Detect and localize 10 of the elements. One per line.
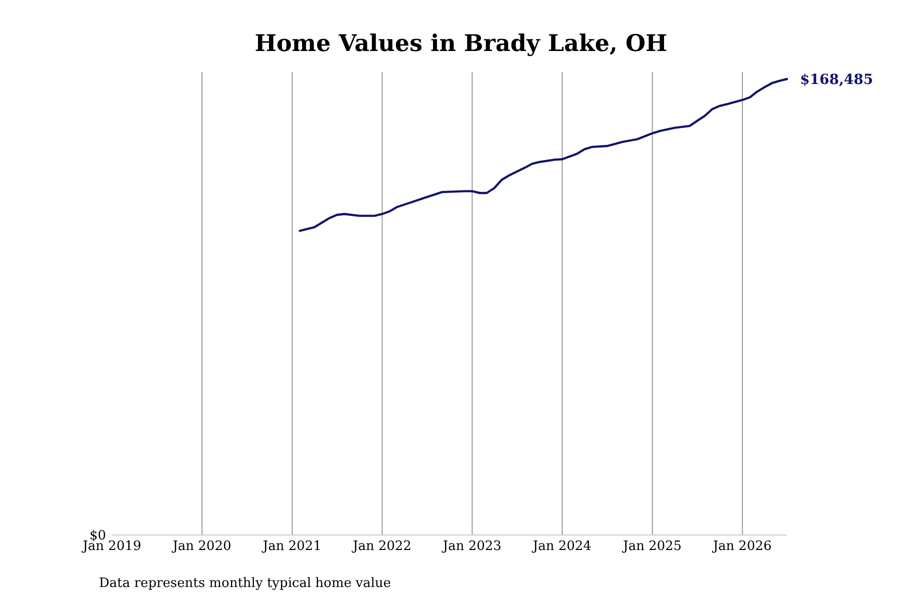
x-tick-label: Jan 2026 [711,539,772,554]
x-tick-label: Jan 2022 [350,539,412,554]
chart-title: Home Values in Brady Lake, OH [254,30,668,57]
x-tick-label: Jan 2020 [170,539,232,554]
x-tick-label: Jan 2021 [260,539,322,554]
x-tick-label: Jan 2023 [440,539,502,554]
x-tick-label: Jan 2025 [621,539,682,554]
x-tick-label: Jan 2024 [530,539,592,554]
text: Data represents monthly typical home value [99,576,392,591]
text: $168,485 [800,72,874,88]
